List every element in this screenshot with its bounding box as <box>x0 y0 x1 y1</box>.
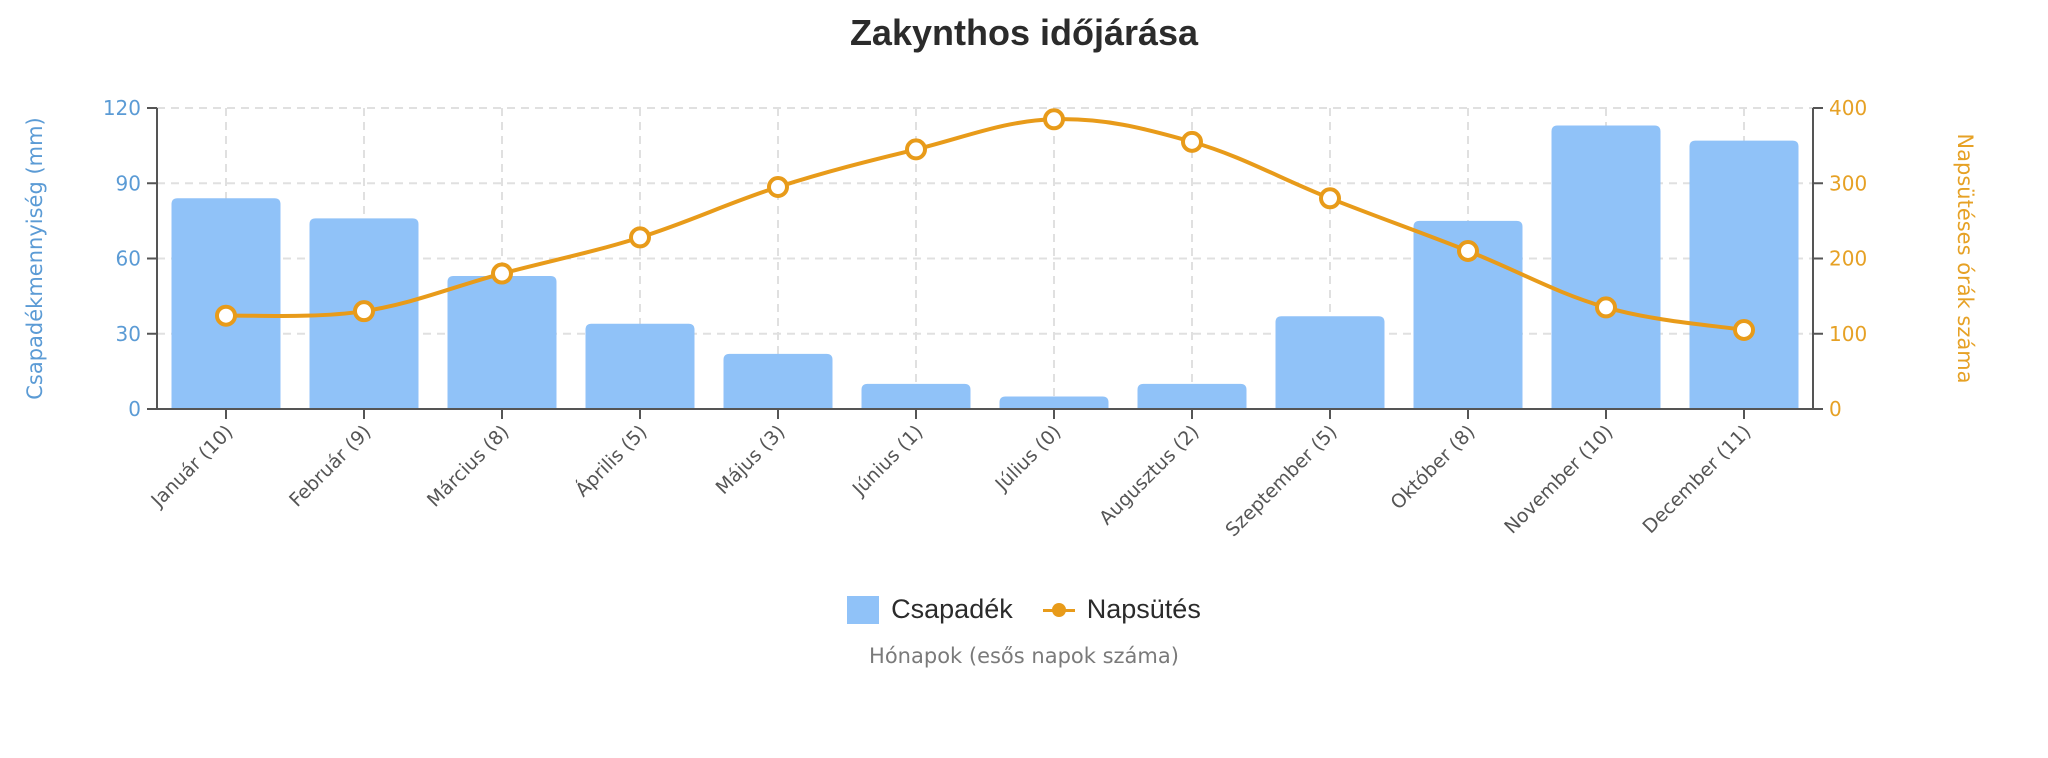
bar[interactable] <box>999 396 1109 409</box>
y2-tick-label: 300 <box>1829 171 1867 195</box>
y2-tick-label: 100 <box>1829 322 1867 346</box>
y-tick-label: 30 <box>116 322 141 346</box>
bar[interactable] <box>1551 125 1661 409</box>
y2-tick-label: 0 <box>1829 397 1842 421</box>
sunshine-line <box>215 108 1755 341</box>
bar[interactable] <box>1413 220 1523 409</box>
x-tick-label: Június (1) <box>848 421 928 501</box>
x-tick-label: Február (9) <box>285 421 375 511</box>
x-tick-label: Augusztus (2) <box>1095 421 1203 529</box>
y2-axis-title: Napsütéses órák száma <box>1953 133 1977 383</box>
legend-item-sunshine[interactable]: Napsütés <box>1042 594 1201 625</box>
line-marker[interactable] <box>629 226 651 249</box>
x-tick-label: Május (3) <box>712 421 790 499</box>
chart-title: Zakynthos időjárása <box>849 12 1199 53</box>
y-tick-label: 120 <box>103 96 141 120</box>
precipitation-bars <box>171 125 1799 409</box>
y-axis-title: Csapadékmennyiség (mm) <box>23 117 47 400</box>
line-marker[interactable] <box>905 138 927 161</box>
x-tick-label: Január (10) <box>146 421 237 512</box>
line-marker[interactable] <box>1733 318 1755 341</box>
line-marker[interactable] <box>215 304 237 327</box>
gridlines <box>157 107 1813 409</box>
bar[interactable] <box>723 353 833 409</box>
y-tick-label: 90 <box>116 171 141 195</box>
bar[interactable] <box>861 383 971 409</box>
x-tick-label: Július (0) <box>991 421 1066 496</box>
axes <box>147 107 1823 419</box>
line-marker[interactable] <box>1319 187 1341 210</box>
x-tick-label: Szeptember (5) <box>1221 421 1341 541</box>
y-tick-label: 0 <box>128 397 141 421</box>
line-marker-icon <box>1042 600 1075 620</box>
x-axis-title: Hónapok (esős napok száma) <box>869 644 1179 668</box>
line-marker[interactable] <box>1181 130 1203 153</box>
legend-item-precipitation[interactable]: Csapadék <box>847 594 1013 625</box>
line-marker[interactable] <box>1595 296 1617 319</box>
line-marker[interactable] <box>1043 108 1065 131</box>
y2-tick-label: 400 <box>1829 96 1867 120</box>
legend: Csapadék Napsütés <box>0 594 2048 625</box>
bar[interactable] <box>1137 383 1247 409</box>
line-marker[interactable] <box>491 262 513 285</box>
y-tick-label: 60 <box>116 247 141 271</box>
line-marker[interactable] <box>353 300 375 323</box>
x-tick-label: December (11) <box>1638 421 1755 538</box>
bar[interactable] <box>171 198 281 409</box>
y2-tick-label: 200 <box>1829 247 1867 271</box>
line-marker[interactable] <box>767 176 789 199</box>
bar[interactable] <box>447 276 557 409</box>
x-tick-label: Október (8) <box>1387 421 1480 514</box>
bar[interactable] <box>585 323 695 409</box>
bar[interactable] <box>1689 140 1799 409</box>
x-tick-label: November (10) <box>1500 421 1617 538</box>
line-marker[interactable] <box>1457 239 1479 262</box>
x-tick-label: Március (8) <box>423 421 514 512</box>
legend-label: Napsütés <box>1086 594 1201 624</box>
bar[interactable] <box>1275 316 1385 409</box>
x-tick-label: Április (5) <box>571 420 652 501</box>
square-swatch-icon <box>847 595 880 624</box>
legend-label: Csapadék <box>891 594 1013 624</box>
